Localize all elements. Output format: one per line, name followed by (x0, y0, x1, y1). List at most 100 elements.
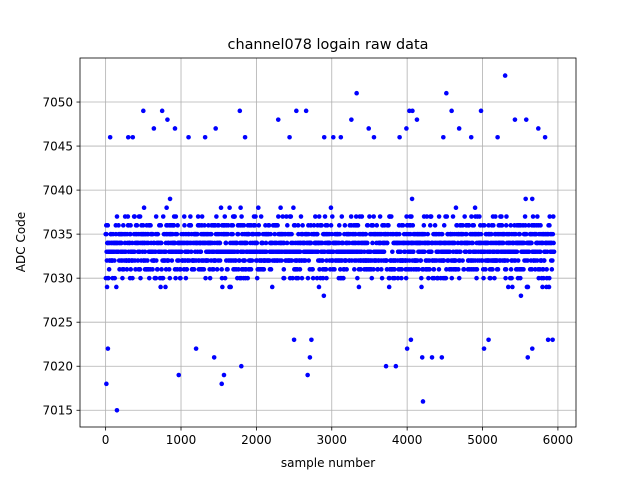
data-point (503, 223, 509, 228)
data-point (441, 258, 447, 263)
data-point (278, 205, 283, 211)
data-point (343, 258, 349, 263)
data-point (174, 231, 180, 237)
data-point (375, 267, 381, 272)
data-point (444, 214, 450, 219)
data-point (458, 249, 463, 255)
data-point (205, 258, 211, 263)
data-point (469, 214, 474, 219)
data-point (529, 240, 534, 246)
data-point (237, 258, 242, 263)
data-point (550, 231, 556, 237)
data-point (453, 205, 459, 211)
data-point (505, 258, 510, 263)
y-tick-label: 7025 (42, 316, 73, 330)
data-point (529, 346, 535, 351)
data-point (409, 196, 415, 202)
data-point (291, 205, 296, 211)
data-point (481, 275, 486, 281)
data-point (216, 223, 221, 228)
data-point (260, 240, 265, 246)
data-point (264, 249, 269, 255)
data-point (219, 275, 225, 281)
data-point (288, 214, 294, 219)
data-point (546, 275, 552, 281)
data-point (339, 214, 345, 219)
data-point (439, 355, 445, 360)
data-point (353, 231, 358, 237)
data-point (397, 231, 402, 237)
data-point (137, 214, 143, 219)
data-point (150, 267, 155, 272)
data-point (420, 399, 426, 404)
data-point (500, 240, 506, 246)
data-point (222, 275, 228, 281)
data-point (239, 363, 244, 369)
data-point (209, 231, 214, 237)
data-point (422, 249, 427, 255)
data-point (176, 258, 182, 263)
data-point (166, 258, 171, 263)
data-point (135, 258, 141, 263)
data-point (163, 284, 168, 290)
data-point (398, 249, 403, 255)
data-point (158, 284, 163, 290)
data-point (503, 267, 509, 272)
data-point (329, 231, 335, 237)
data-point (228, 284, 233, 290)
data-point (418, 258, 424, 263)
data-point (400, 223, 406, 228)
data-point (114, 407, 120, 413)
data-point (477, 214, 482, 219)
data-point (452, 240, 457, 246)
data-point (456, 275, 462, 281)
data-point (159, 267, 164, 272)
data-point (322, 214, 328, 219)
data-point (116, 223, 121, 228)
data-point (211, 355, 217, 360)
data-point (377, 214, 383, 219)
data-point (523, 117, 529, 122)
data-point (118, 240, 124, 246)
data-point (298, 214, 304, 219)
data-point (480, 258, 485, 263)
data-point (104, 284, 110, 290)
data-point (175, 223, 180, 228)
data-point (338, 134, 344, 140)
data-point (331, 249, 336, 255)
data-point (545, 337, 551, 343)
data-point (268, 267, 274, 272)
data-point (419, 355, 425, 360)
data-point (367, 214, 372, 219)
data-point (344, 267, 349, 272)
data-point (549, 267, 555, 272)
data-point (217, 240, 223, 246)
data-point (474, 275, 479, 281)
data-point (492, 275, 497, 281)
data-point (384, 240, 390, 246)
data-point (546, 284, 552, 290)
data-point (179, 249, 184, 255)
data-point (134, 223, 140, 228)
data-point (518, 275, 523, 281)
data-point (290, 275, 295, 281)
data-point (365, 223, 371, 228)
data-point (201, 267, 207, 272)
data-point (431, 267, 437, 272)
data-point (266, 223, 272, 228)
data-point (128, 223, 133, 228)
data-point (328, 205, 334, 211)
data-point (536, 126, 541, 131)
data-point (165, 117, 170, 122)
data-point (495, 134, 500, 140)
data-point (397, 134, 402, 140)
data-point (230, 231, 235, 237)
data-point (236, 267, 241, 272)
data-point (525, 284, 531, 290)
data-point (472, 205, 478, 211)
data-point (508, 223, 514, 228)
data-point (534, 258, 540, 263)
data-point (300, 223, 305, 228)
data-point (248, 267, 254, 272)
data-point (403, 275, 409, 281)
